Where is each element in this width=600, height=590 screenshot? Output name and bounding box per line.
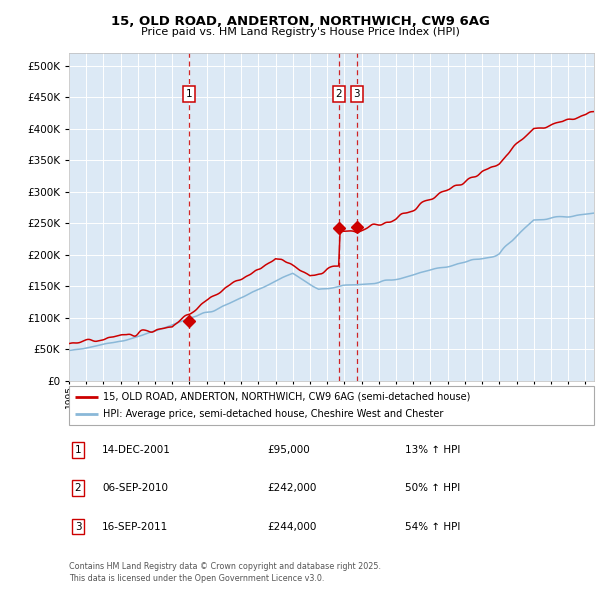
Text: £242,000: £242,000	[267, 483, 316, 493]
Text: Contains HM Land Registry data © Crown copyright and database right 2025.
This d: Contains HM Land Registry data © Crown c…	[69, 562, 381, 583]
Text: 2: 2	[335, 89, 342, 99]
Text: 1: 1	[74, 445, 82, 455]
FancyBboxPatch shape	[69, 386, 594, 425]
Text: 50% ↑ HPI: 50% ↑ HPI	[405, 483, 460, 493]
Text: HPI: Average price, semi-detached house, Cheshire West and Chester: HPI: Average price, semi-detached house,…	[103, 409, 443, 419]
Text: 54% ↑ HPI: 54% ↑ HPI	[405, 522, 460, 532]
Text: Price paid vs. HM Land Registry's House Price Index (HPI): Price paid vs. HM Land Registry's House …	[140, 27, 460, 37]
Text: 1: 1	[185, 89, 192, 99]
Text: £95,000: £95,000	[267, 445, 310, 455]
Text: 3: 3	[353, 89, 360, 99]
Text: 15, OLD ROAD, ANDERTON, NORTHWICH, CW9 6AG: 15, OLD ROAD, ANDERTON, NORTHWICH, CW9 6…	[110, 15, 490, 28]
Text: 16-SEP-2011: 16-SEP-2011	[102, 522, 168, 532]
Text: 2: 2	[74, 483, 82, 493]
Text: 3: 3	[74, 522, 82, 532]
Text: £244,000: £244,000	[267, 522, 316, 532]
Text: 06-SEP-2010: 06-SEP-2010	[102, 483, 168, 493]
Text: 14-DEC-2001: 14-DEC-2001	[102, 445, 171, 455]
Text: 15, OLD ROAD, ANDERTON, NORTHWICH, CW9 6AG (semi-detached house): 15, OLD ROAD, ANDERTON, NORTHWICH, CW9 6…	[103, 392, 470, 402]
Text: 13% ↑ HPI: 13% ↑ HPI	[405, 445, 460, 455]
